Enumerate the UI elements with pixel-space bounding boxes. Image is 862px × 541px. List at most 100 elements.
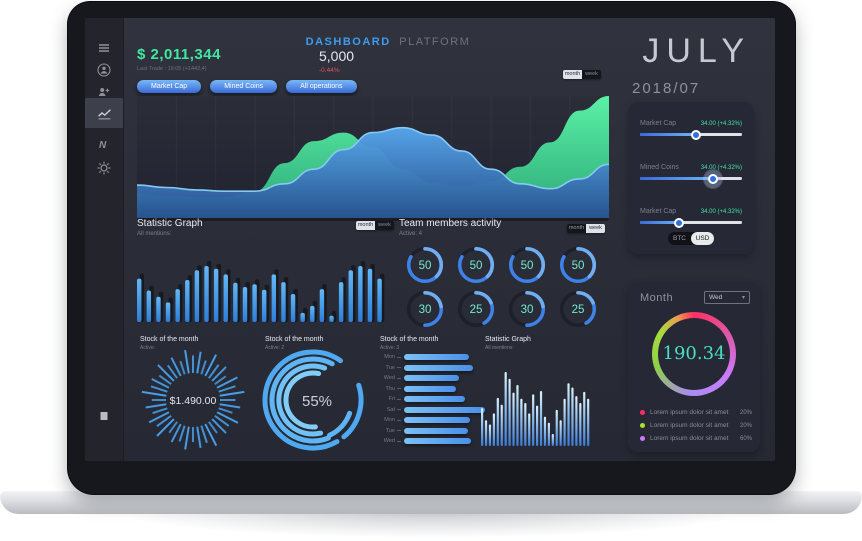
slider-handle[interactable] [673, 217, 684, 228]
slider-label: Market Cap [640, 208, 677, 215]
toggle-segment-on[interactable]: month [567, 224, 586, 233]
ring-value: 190.34 [662, 343, 726, 364]
team-activity-header: Team members activity Active: 4 [399, 218, 501, 237]
gear-icon[interactable] [85, 156, 123, 180]
hbar-row: Sat [379, 405, 485, 416]
statistic-graph-title: Statistic Graph [137, 218, 203, 229]
activity-gauge: 25 [556, 288, 600, 330]
hbar-row: Thu [379, 384, 485, 395]
day-dropdown-value: Wed [709, 294, 723, 301]
slider-track[interactable] [640, 217, 742, 228]
laptop-frame: N $ 2,011,344 Last Trade : 19:05 (+1442,… [68, 2, 795, 494]
activity-gauge: 50 [556, 244, 600, 286]
slider-track[interactable] [640, 129, 742, 140]
user-icon[interactable] [85, 58, 123, 82]
activity-gauge: 30 [505, 288, 549, 330]
user-group-icon[interactable] [85, 80, 123, 104]
team-activity-subtitle: Active: 4 [399, 231, 423, 237]
mentions-vbar-chart [481, 360, 591, 446]
slider-label: Market Cap [640, 120, 677, 127]
volume-value: 5,000 [319, 48, 355, 64]
date-label: 2018/07 [632, 80, 701, 97]
stock-hbars-subtitle: Active: 3 [380, 345, 400, 351]
currency-toggle[interactable]: BTC USD [668, 232, 714, 245]
slider-handle[interactable] [708, 173, 719, 184]
activity-gauge: 25 [454, 288, 498, 330]
mined-coins-button[interactable]: Mined Coins [210, 80, 278, 93]
stock-arcs-chart: 55% [261, 348, 365, 452]
usd-toggle-option[interactable]: USD [691, 232, 714, 245]
archive-icon[interactable] [85, 404, 123, 428]
svg-text:25: 25 [572, 304, 585, 316]
statistic-graph-period-toggle[interactable]: month week [356, 221, 394, 230]
month-card: Month Wed ▾ 190.34 Lorem ipsum dolor sit… [628, 282, 760, 452]
slider-mined-coins[interactable]: Mined Coins 34.00 (+4.32%) [640, 164, 742, 194]
stock-radial-title: Stock of the month [140, 336, 199, 343]
area-chart-period-toggle[interactable]: month week [563, 70, 601, 79]
slider-value: 34.00 (+4.32%) [700, 165, 742, 171]
balance-block: $ 2,011,344 Last Trade : 19:05 (+1442,4) [137, 46, 221, 72]
laptop-base [0, 490, 862, 514]
legend-dot [640, 423, 645, 428]
balance-caption: Last Trade : 19:05 (+1442,4) [137, 66, 207, 72]
page-title-primary: DASHBOARD [305, 36, 391, 48]
slider-fill [640, 177, 714, 180]
svg-text:50: 50 [572, 260, 585, 272]
slider-track[interactable] [640, 173, 742, 184]
hbar-row: Tue [379, 426, 485, 437]
svg-text:50: 50 [470, 260, 483, 272]
month-ring-chart: 190.34 [652, 312, 736, 396]
stock-arcs-title: Stock of the month [265, 336, 324, 343]
ring-hole [658, 318, 730, 390]
volume-change: -0.44% [319, 67, 340, 74]
dashboard-screen: N $ 2,011,344 Last Trade : 19:05 (+1442,… [85, 18, 775, 461]
all-operations-button[interactable]: All operations [286, 80, 357, 93]
slider-value: 34.00 (+4.32%) [700, 121, 742, 127]
toggle-segment-on[interactable]: month [356, 221, 375, 230]
market-area-chart [136, 96, 610, 221]
team-activity-period-toggle[interactable]: month week [567, 224, 605, 233]
slider-label: Mined Coins [640, 164, 679, 171]
slider-market-cap-2[interactable]: Market Cap 34.00 (+4.32%) [640, 208, 742, 238]
statistic-graph2-subtitle: All mentions: [485, 345, 514, 351]
n-logo-icon[interactable]: N [85, 132, 123, 156]
svg-text:$1.490.00: $1.490.00 [170, 395, 217, 407]
main-content: $ 2,011,344 Last Trade : 19:05 (+1442,4)… [123, 18, 620, 461]
month-card-title: Month [640, 292, 674, 304]
day-dropdown[interactable]: Wed ▾ [704, 291, 750, 304]
slider-market-cap[interactable]: Market Cap 34.00 (+4.32%) [640, 120, 742, 150]
market-cap-button[interactable]: Market Cap [137, 80, 202, 93]
toggle-segment-off[interactable]: week [586, 224, 605, 233]
volume-block: 5,000 -0.44% [319, 48, 354, 74]
statistic-graph-subtitle: All mentions: [137, 231, 172, 237]
stock-radial-header: Stock of the month Active: [140, 336, 198, 351]
team-activity-gauges: 50 50 50 50 30 25 30 25 [403, 244, 609, 330]
team-activity-title: Team members activity [399, 218, 502, 229]
btc-toggle-option[interactable]: BTC [673, 235, 686, 242]
legend-value: 20% [739, 422, 752, 429]
chevron-down-icon: ▾ [741, 295, 745, 301]
slider-fill [640, 133, 697, 136]
toggle-segment-on[interactable]: month [563, 70, 582, 79]
activity-gauge: 30 [403, 288, 447, 330]
stock-arcs-subtitle: Active: 2 [265, 345, 285, 351]
stock-radial-chart: $1.490.00 [141, 348, 245, 452]
legend-label: Lorem ipsum dolor sit amet [650, 435, 729, 442]
hbar-row: Mon [379, 415, 485, 426]
menu-icon[interactable] [85, 36, 123, 60]
toggle-segment-off[interactable]: week [375, 221, 394, 230]
legend-item: Lorem ipsum dolor sit amet 20% [640, 406, 752, 419]
stock-arcs-header: Stock of the month Active: 2 [265, 336, 323, 351]
slider-handle[interactable] [691, 129, 702, 140]
sidebar: N [85, 18, 124, 461]
hbar-row: Mon [379, 352, 485, 363]
slider-fill [640, 221, 679, 224]
chart-icon[interactable] [85, 98, 123, 128]
activity-gauge: 50 [454, 244, 498, 286]
hbar-row: Wed [379, 373, 485, 384]
month-name: JULY [642, 32, 751, 70]
toggle-segment-off[interactable]: week [582, 70, 601, 79]
stock-hbars-title: Stock of the month [380, 336, 439, 343]
activity-gauge: 50 [505, 244, 549, 286]
legend-item: Lorem ipsum dolor sit amet 60% [640, 432, 752, 445]
